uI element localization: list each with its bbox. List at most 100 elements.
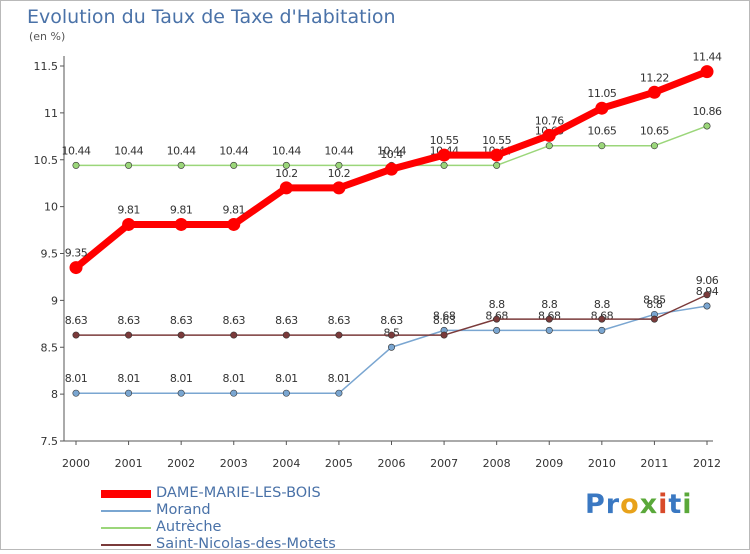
x-tick-label: 2003: [220, 457, 248, 470]
data-label-3: 8.63: [117, 314, 140, 327]
x-tick-label: 2005: [325, 457, 353, 470]
data-label-0: 9.81: [223, 203, 246, 216]
series-point-1: [282, 389, 290, 397]
series-point-0: [595, 101, 609, 115]
series-point-0: [174, 217, 188, 231]
data-label-2: 10.44: [272, 144, 301, 157]
series-point-3: [598, 315, 606, 323]
series-point-3: [282, 331, 290, 339]
series-point-1: [598, 326, 606, 334]
legend-label: Saint-Nicolas-des-Motets: [156, 536, 336, 552]
y-tick-label: 10.5: [34, 154, 59, 167]
series-point-2: [703, 122, 711, 130]
series-point-0: [490, 148, 504, 162]
chart-title: Evolution du Taux de Taxe d'Habitation: [27, 6, 396, 28]
y-tick-label: 9: [51, 294, 58, 307]
data-label-0: 9.81: [117, 203, 140, 216]
series-point-0: [279, 181, 293, 195]
x-tick-label: 2007: [430, 457, 458, 470]
series-point-3: [440, 331, 448, 339]
data-label-2: 10.44: [324, 144, 353, 157]
series-point-2: [72, 161, 80, 169]
series-point-3: [177, 331, 185, 339]
series-point-0: [69, 261, 83, 275]
series-point-0: [227, 217, 241, 231]
x-tick-label: 2008: [483, 457, 511, 470]
y-tick-label: 11.5: [34, 60, 59, 73]
series-point-2: [177, 161, 185, 169]
series-point-0: [437, 148, 451, 162]
data-label-3: 8.63: [380, 314, 403, 327]
data-label-3: 8.63: [328, 314, 351, 327]
data-label-0: 10.55: [430, 134, 459, 147]
legend-label: Morand: [156, 502, 211, 518]
data-label-1: 8.68: [433, 309, 456, 322]
data-label-2: 10.86: [693, 105, 722, 118]
data-label-2: 10.44: [167, 144, 196, 157]
data-label-3: 8.8: [541, 298, 557, 311]
data-label-3: 8.8: [489, 298, 505, 311]
x-tick-label: 2012: [693, 457, 721, 470]
series-point-0: [542, 128, 556, 142]
series-point-1: [545, 326, 553, 334]
y-tick-label: 11: [44, 107, 58, 120]
data-label-1: 8.85: [643, 293, 666, 306]
data-label-0: 10.76: [535, 114, 564, 127]
series-point-3: [230, 331, 238, 339]
series-point-3: [72, 331, 80, 339]
data-label-0: 9.81: [170, 203, 193, 216]
series-point-3: [125, 331, 133, 339]
x-tick-label: 2000: [62, 457, 90, 470]
series-point-1: [335, 389, 343, 397]
series-point-3: [335, 331, 343, 339]
x-tick-label: 2009: [535, 457, 563, 470]
data-label-1: 8.01: [328, 372, 351, 385]
data-label-3: 8.63: [223, 314, 246, 327]
series-point-1: [387, 343, 395, 351]
data-label-2: 10.44: [114, 144, 143, 157]
series-point-0: [122, 217, 136, 231]
series-point-0: [647, 85, 661, 99]
data-label-2: 10.44: [219, 144, 248, 157]
x-tick-label: 2011: [640, 457, 668, 470]
series-point-2: [335, 161, 343, 169]
series-point-2: [440, 161, 448, 169]
series-point-2: [125, 161, 133, 169]
y-tick-label: 10: [44, 201, 58, 214]
legend-swatch: [101, 544, 151, 546]
data-label-0: 11.44: [693, 51, 722, 64]
series-point-2: [650, 142, 658, 150]
series-point-1: [177, 389, 185, 397]
data-label-2: 10.65: [640, 125, 669, 138]
data-label-3: 8.63: [433, 314, 456, 327]
data-label-0: 11.05: [587, 87, 616, 100]
data-label-1: 8.01: [223, 372, 246, 385]
series-point-2: [230, 161, 238, 169]
x-tick-label: 2002: [167, 457, 195, 470]
proxiti-logo: Proxiti: [585, 489, 693, 520]
series-point-0: [700, 65, 714, 79]
series-point-2: [545, 142, 553, 150]
data-label-3: 9.06: [696, 274, 719, 287]
series-point-3: [493, 315, 501, 323]
data-label-2: 10.44: [62, 144, 91, 157]
x-tick-label: 2001: [115, 457, 143, 470]
data-label-3: 8.8: [646, 298, 662, 311]
data-label-3: 8.63: [275, 314, 298, 327]
x-tick-label: 2010: [588, 457, 616, 470]
y-tick-label: 8.5: [41, 341, 59, 354]
data-label-0: 9.35: [65, 247, 88, 260]
series-point-0: [332, 181, 346, 195]
data-label-0: 10.2: [275, 167, 298, 180]
x-tick-label: 2006: [378, 457, 406, 470]
data-label-1: 8.01: [170, 372, 193, 385]
series-point-0: [385, 162, 398, 176]
legend-swatch: [101, 510, 151, 512]
series-point-3: [703, 291, 711, 299]
legend-swatch: [101, 490, 151, 498]
unit-label: (en %): [29, 30, 66, 43]
data-label-0: 11.22: [640, 71, 669, 84]
data-label-3: 8.63: [170, 314, 193, 327]
